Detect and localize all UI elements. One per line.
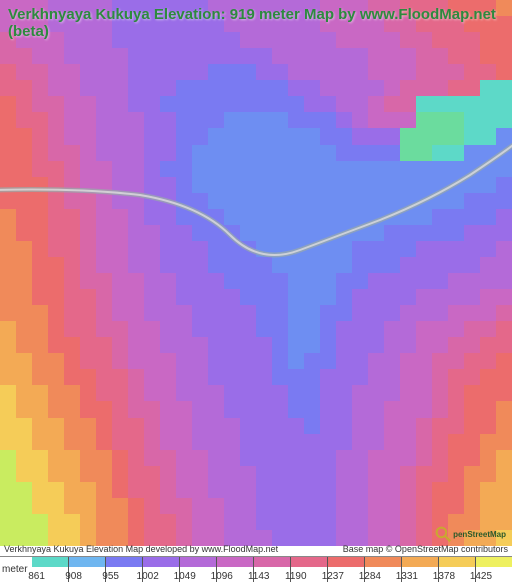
legend: meter 8619089551002104910961143119012371…: [0, 556, 512, 582]
legend-scale: 8619089551002104910961143119012371284133…: [32, 557, 512, 582]
attribution-left: Verkhnyaya Kukuya Elevation Map develope…: [4, 544, 278, 554]
osm-text: penStreetMap: [453, 530, 506, 539]
legend-tick: 1425: [475, 557, 512, 582]
elevation-map: [0, 0, 512, 546]
osm-badge: penStreetMap: [435, 526, 506, 542]
magnifier-icon: [435, 526, 451, 542]
map-title: Verkhnyaya Kukuya Elevation: 919 meter M…: [8, 6, 512, 40]
heatmap-grid: [0, 0, 512, 546]
attribution-right: Base map © OpenStreetMap contributors: [343, 544, 508, 554]
